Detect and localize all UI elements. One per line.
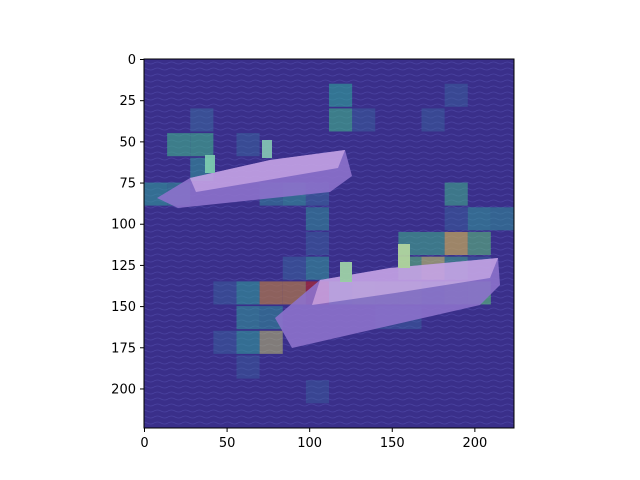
y-tick-label: 175 <box>111 341 136 356</box>
x-tick-label: 0 <box>140 436 148 451</box>
y-tick-label: 75 <box>119 177 136 192</box>
heatmap-cell <box>444 231 468 256</box>
heatmap-cell <box>213 330 237 354</box>
heatmap-cell <box>421 231 445 256</box>
y-tick-label: 150 <box>111 300 136 315</box>
x-tick-label: 150 <box>380 436 405 451</box>
x-tick-label: 200 <box>462 436 487 451</box>
heatmap-cell <box>329 83 353 107</box>
heatmap-cell <box>329 108 353 132</box>
heatmap-image <box>144 59 514 428</box>
heatmap-cell <box>305 256 329 280</box>
heatmap-cell <box>167 133 191 157</box>
x-tick-label: 100 <box>297 436 322 451</box>
heatmap-cell <box>236 330 260 354</box>
heatmap-cell <box>490 207 514 231</box>
heatmap-cell <box>236 133 260 157</box>
axes-frame <box>143 58 515 429</box>
heatmap-cell <box>305 207 329 231</box>
y-tick-label: 100 <box>111 218 136 233</box>
heatmap-cell <box>259 306 283 330</box>
y-axis: 0 25 50 75 100 125 150 175 200 <box>111 53 144 397</box>
y-tick-label: 0 <box>128 53 136 68</box>
heatmap-cell <box>213 281 237 305</box>
heatmap-cell <box>467 207 491 231</box>
y-tick-label: 50 <box>119 135 136 150</box>
heatmap-cell <box>444 83 468 107</box>
heatmap-cell <box>236 355 260 379</box>
heatmap-cell <box>305 380 329 404</box>
heatmap-cell <box>444 182 468 206</box>
heatmap-cell <box>259 281 283 305</box>
x-tick-label: 50 <box>219 436 236 451</box>
heatmap-cell <box>190 108 214 132</box>
y-tick-label: 200 <box>111 382 136 397</box>
heatmap-cell <box>421 108 445 132</box>
heatmap-cell <box>282 256 306 280</box>
heatmap-cell <box>259 330 283 354</box>
y-tick-label: 25 <box>119 94 136 109</box>
aircraft-carrier-top <box>157 140 352 208</box>
x-axis: 0 50 100 150 200 <box>140 428 487 451</box>
heatmap-cell <box>236 281 260 305</box>
y-tick-label: 125 <box>111 259 136 274</box>
heatmap-cell <box>467 231 491 256</box>
aircraft-carrier-bottom <box>275 244 500 348</box>
heatmap-cell <box>444 207 468 231</box>
heatmap-cell <box>190 133 214 157</box>
heatmap-cell <box>305 231 329 256</box>
heatmap-cell <box>352 108 376 132</box>
heatmap-cell <box>236 306 260 330</box>
